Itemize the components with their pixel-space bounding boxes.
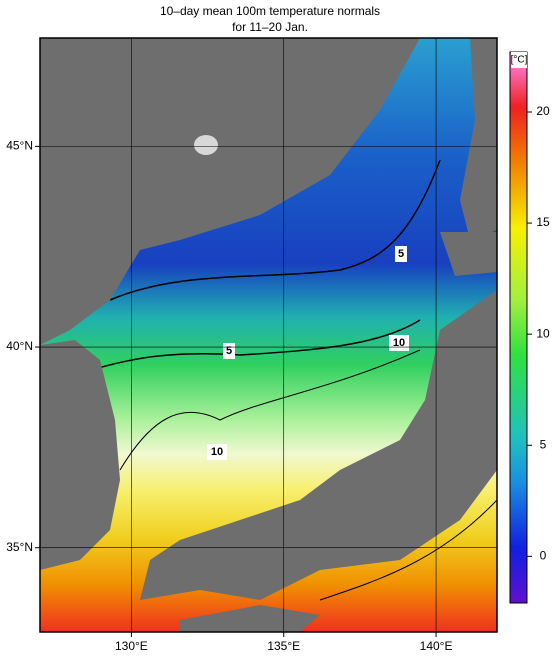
x-tick-label: 130°E	[115, 639, 148, 653]
label-box	[207, 444, 227, 460]
y-tick-label: 45°N	[6, 139, 33, 153]
land	[40, 38, 420, 345]
title: 10–day mean 100m temperature normals	[160, 4, 380, 18]
contour-line	[109, 159, 441, 301]
subtitle: for 11–20 Jan.	[232, 20, 308, 34]
unit-box	[511, 52, 527, 68]
contour-line	[59, 319, 421, 381]
contour-line	[319, 499, 497, 601]
label-box	[395, 246, 407, 262]
land	[440, 232, 497, 276]
x-tick-label: 140°E	[420, 639, 453, 653]
land	[180, 605, 320, 632]
contour-label: 5	[398, 248, 404, 260]
land	[460, 38, 497, 240]
map-area	[40, 38, 497, 632]
colorbar-tick-label: 15	[536, 215, 550, 229]
land	[40, 340, 120, 570]
contour-label: 10	[393, 337, 405, 349]
island	[194, 135, 218, 155]
colorbar-tick-label: 5	[540, 437, 547, 451]
colorbar	[509, 51, 528, 604]
y-tick-label: 40°N	[6, 339, 33, 353]
colorbar-tick-label: 10	[536, 326, 550, 340]
x-tick-label: 135°E	[267, 639, 300, 653]
contour-label: 10	[211, 446, 223, 458]
land	[140, 290, 497, 600]
contour-line	[119, 349, 421, 471]
map-frame	[39, 37, 498, 633]
contour-label: 5	[226, 345, 232, 357]
colorbar-tick-label: 20	[536, 104, 550, 118]
y-tick-label: 35°N	[6, 540, 33, 554]
colorbar-unit: [°C]	[511, 55, 528, 66]
colorbar-tick-label: 0	[540, 549, 547, 563]
